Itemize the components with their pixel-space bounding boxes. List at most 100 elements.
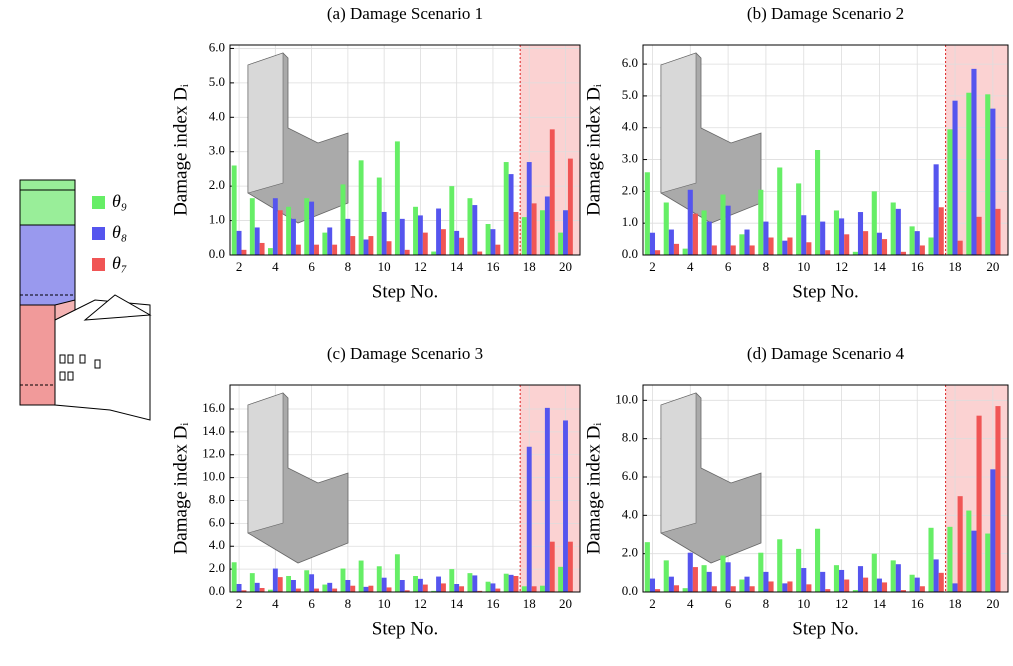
bar	[649, 578, 656, 592]
bar	[938, 572, 944, 592]
bar	[928, 237, 934, 255]
bar	[503, 162, 509, 255]
bar	[508, 574, 514, 592]
bar	[440, 583, 446, 592]
bar	[933, 559, 939, 592]
y-tick-label: 12.0	[202, 446, 225, 461]
bar	[314, 244, 319, 255]
x-tick-label: 18	[949, 259, 962, 274]
bar	[549, 541, 555, 592]
bar	[852, 251, 858, 255]
bar	[417, 578, 423, 592]
bar	[295, 588, 301, 592]
bar	[381, 577, 387, 592]
bar	[673, 585, 680, 592]
bar	[871, 553, 877, 592]
bar	[345, 218, 351, 255]
bar	[663, 560, 669, 592]
bar	[431, 590, 437, 592]
bar	[332, 244, 338, 255]
bar	[971, 68, 977, 255]
bar	[350, 585, 356, 592]
bar	[839, 218, 845, 255]
bar	[706, 221, 712, 255]
y-tick-label: 8.0	[209, 491, 225, 506]
y-tick-label: 10.0	[615, 391, 638, 406]
chart-title: (a) Damage Scenario 1	[327, 4, 483, 23]
bar	[376, 566, 382, 592]
x-tick-label: 20	[986, 596, 999, 611]
y-tick-label: 4.0	[622, 506, 638, 521]
bar	[567, 541, 573, 592]
bar	[231, 562, 237, 592]
bar	[436, 208, 441, 255]
bar	[725, 205, 731, 255]
y-tick-label: 16.0	[202, 400, 225, 415]
bar	[422, 232, 428, 255]
y-tick-label: 2.0	[209, 560, 225, 575]
x-tick-label: 12	[414, 259, 427, 274]
y-tick-label: 4.0	[622, 119, 638, 134]
bar	[957, 496, 963, 592]
bar	[857, 212, 864, 255]
x-tick-label: 20	[559, 596, 572, 611]
bar	[655, 589, 661, 592]
bar	[744, 229, 750, 255]
x-tick-label: 6	[308, 596, 315, 611]
bar	[692, 567, 698, 592]
y-tick-label: 6.0	[622, 468, 638, 483]
bar	[895, 564, 901, 592]
bar	[881, 239, 888, 255]
y-tick-label: 2.0	[622, 545, 638, 560]
bar	[467, 198, 473, 255]
bar	[267, 589, 273, 592]
bar	[711, 586, 717, 592]
y-tick-label: 1.0	[209, 212, 225, 227]
x-tick-label: 4	[272, 596, 279, 611]
bar	[871, 191, 877, 255]
bar	[663, 202, 669, 255]
bar	[286, 206, 292, 255]
bar	[404, 249, 410, 255]
bar	[327, 582, 333, 592]
x-tick-label: 20	[986, 259, 999, 274]
bar	[254, 227, 260, 255]
bar	[449, 186, 455, 255]
bar	[531, 586, 537, 592]
bar	[995, 208, 1001, 255]
bar	[345, 579, 351, 592]
bar	[914, 577, 920, 592]
chart-title: (c) Damage Scenario 3	[327, 344, 483, 363]
building-sketch	[19, 179, 152, 421]
bar	[914, 231, 920, 255]
bar	[477, 251, 483, 255]
bar	[363, 586, 369, 592]
bar	[947, 129, 953, 255]
bar	[231, 165, 237, 255]
x-tick-label: 10	[797, 259, 810, 274]
bar	[549, 129, 555, 255]
bar	[895, 208, 901, 255]
inset-tower	[660, 52, 697, 194]
y-tick-label: 6.0	[622, 55, 638, 70]
bar	[440, 229, 446, 255]
bar	[825, 589, 831, 592]
bar	[449, 569, 455, 592]
bar	[413, 206, 418, 255]
y-tick-label: 3.0	[622, 151, 638, 166]
bar	[394, 554, 400, 592]
bar	[655, 250, 661, 255]
bar	[376, 177, 382, 255]
bar	[644, 542, 650, 592]
bar	[782, 583, 788, 592]
chart-panel: 0.0 2.0 4.0 6.0 8.0 10.0 2 4 6 8 10 12 14 16 18 20 (d) D…	[583, 344, 1009, 639]
bar	[863, 577, 869, 592]
bar	[454, 583, 460, 592]
bar	[730, 586, 736, 592]
bar	[976, 216, 982, 255]
y-tick-label: 0.0	[622, 583, 638, 598]
bar	[394, 141, 400, 255]
bar	[490, 229, 496, 255]
chart-panel: 0.0 1.0 2.0 3.0 4.0 5.0 6.0 2 4 6 8 10 12 14 16 18 20 (a)…	[170, 4, 581, 302]
bar	[399, 218, 405, 255]
